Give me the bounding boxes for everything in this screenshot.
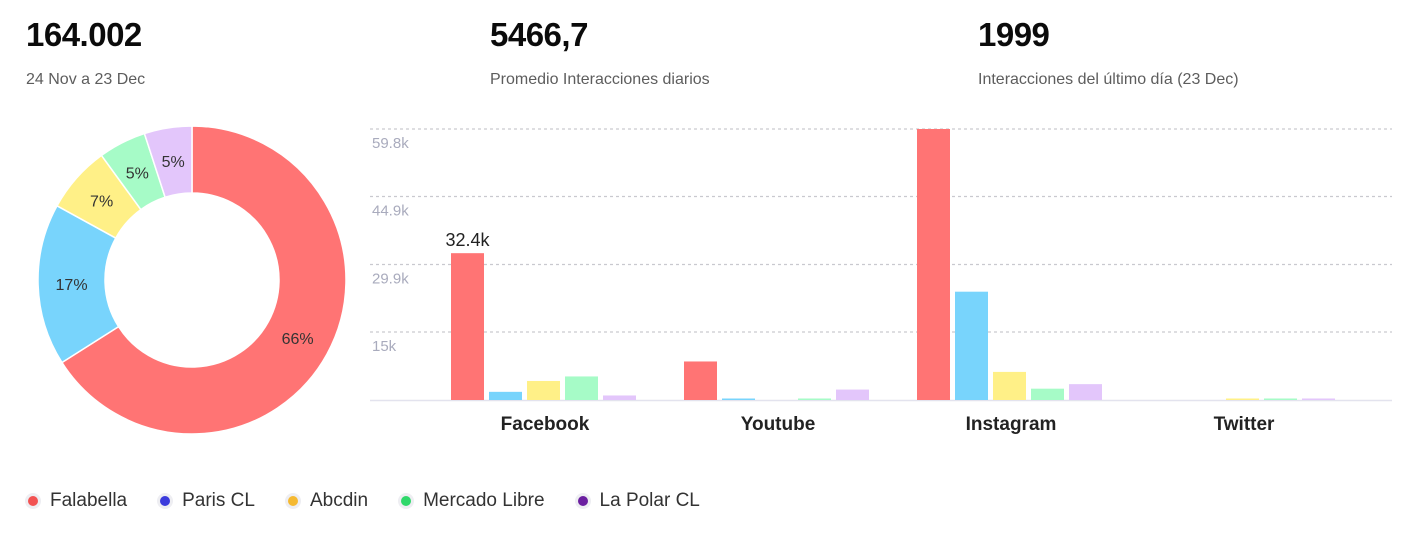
- bar-instagram-paris-cl[interactable]: [955, 291, 988, 400]
- x-tick-label: Youtube: [741, 414, 816, 435]
- kpi-caption: Promedio Interacciones diarios: [490, 71, 710, 88]
- donut-slice-label: 7%: [90, 193, 113, 210]
- donut-slice-label: 66%: [282, 331, 314, 348]
- bar-instagram-falabella[interactable]: [917, 129, 950, 400]
- bar-facebook-mercado-libre[interactable]: [565, 376, 598, 400]
- bar-facebook-la-polar-cl[interactable]: [603, 395, 636, 400]
- bar-youtube-falabella[interactable]: [684, 361, 717, 400]
- y-tick-label: 29.9k: [372, 271, 409, 288]
- bar-chart: 15k 29.9k 44.9k 59.8k Facebook Youtube Instagr…: [370, 128, 1392, 435]
- x-tick-label: Instagram: [966, 414, 1057, 435]
- x-tick-label: Facebook: [501, 414, 590, 435]
- legend-dot-icon: [160, 496, 171, 506]
- donut-slice-label: 17%: [56, 277, 88, 294]
- legend-dot-icon: [28, 496, 38, 506]
- legend-item-abcdin[interactable]: Abcdin: [287, 490, 369, 512]
- bar-facebook-falabella[interactable]: [451, 253, 484, 400]
- y-tick-label: 44.9k: [372, 203, 409, 220]
- legend-item-paris-cl[interactable]: Paris CL: [160, 490, 255, 512]
- bar-youtube-mercado-libre[interactable]: [798, 398, 831, 401]
- legend-label: Mercado Libre: [423, 490, 545, 511]
- bar-instagram-mercado-libre[interactable]: [1031, 388, 1064, 400]
- kpi-caption: Interacciones del último día (23 Dec): [978, 71, 1239, 88]
- bar-twitter-mercado-libre[interactable]: [1264, 398, 1297, 401]
- donut-slice-label: 5%: [126, 166, 149, 183]
- bar-instagram-abcdin[interactable]: [993, 371, 1026, 400]
- bar-twitter-la-polar-cl[interactable]: [1302, 398, 1335, 401]
- legend-label: La Polar CL: [599, 490, 700, 511]
- donut-chart: 66% 17% 7% 5% 5%: [37, 125, 347, 435]
- legend-item-falabella[interactable]: Falabella: [28, 490, 127, 512]
- bar-instagram-la-polar-cl[interactable]: [1069, 384, 1102, 400]
- legend-item-mercado-libre[interactable]: Mercado Libre: [401, 490, 545, 512]
- legend-dot-icon: [401, 496, 412, 506]
- bar-facebook-paris-cl[interactable]: [489, 391, 522, 400]
- kpi-total-interactions: 164.002 24 Nov a 23 Dec: [26, 16, 145, 90]
- kpi-last-day: 1999 Interacciones del último día (23 De…: [978, 16, 1239, 90]
- y-tick-label: 15k: [372, 338, 397, 355]
- donut-slice-label: 5%: [162, 154, 185, 171]
- legend-item-la-polar-cl[interactable]: La Polar CL: [577, 490, 700, 512]
- kpi-daily-average: 5466,7 Promedio Interacciones diarios: [490, 16, 710, 90]
- legend-label: Paris CL: [182, 490, 255, 511]
- bar-facebook-abcdin[interactable]: [527, 380, 560, 400]
- legend-dot-icon: [287, 496, 298, 506]
- legend-label: Falabella: [50, 490, 128, 511]
- kpi-value: 164.002: [26, 16, 142, 53]
- chart-legend: Falabella Paris CL Abcdin Mercado Libre …: [28, 490, 733, 512]
- x-tick-label: Twitter: [1214, 414, 1275, 435]
- bar-data-label: 32.4k: [445, 230, 490, 250]
- bar-twitter-abcdin[interactable]: [1226, 398, 1259, 401]
- bar-youtube-la-polar-cl[interactable]: [836, 389, 869, 400]
- kpi-value: 1999: [978, 16, 1050, 53]
- donut-slice-falabella[interactable]: [60, 125, 347, 435]
- donut-slice-la-polar-cl[interactable]: [143, 125, 193, 199]
- bar-youtube-paris-cl[interactable]: [722, 398, 755, 401]
- kpi-caption: 24 Nov a 23 Dec: [26, 71, 146, 88]
- legend-dot-icon: [577, 496, 588, 506]
- kpi-value: 5466,7: [490, 16, 588, 53]
- legend-label: Abcdin: [309, 490, 369, 511]
- y-tick-label: 59.8k: [372, 135, 409, 152]
